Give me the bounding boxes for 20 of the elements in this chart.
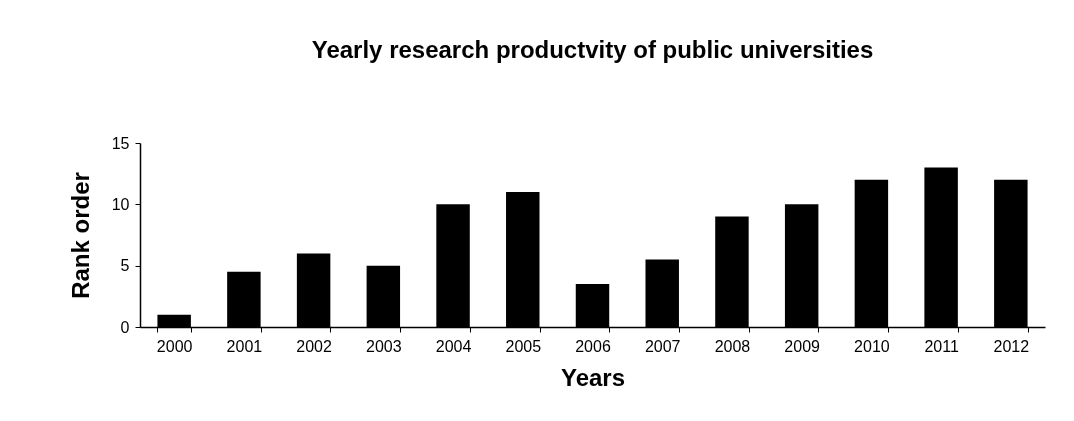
chart-title: Yearly research productvity of public universities <box>311 36 874 63</box>
x-tick-label: 2010 <box>854 337 890 355</box>
x-tick-label: 2009 <box>784 337 821 355</box>
y-axis-title: Rank order <box>66 172 94 299</box>
x-tick-label: 2001 <box>226 337 263 355</box>
x-tick-label: 2006 <box>575 337 611 355</box>
y-tick-label: 10 <box>111 195 130 213</box>
x-tick-label: 2002 <box>296 337 333 355</box>
y-tick-label: 15 <box>111 134 130 152</box>
x-tick-label: 2007 <box>644 337 681 355</box>
y-tick-label: 0 <box>120 318 130 336</box>
x-tick-label: 2003 <box>366 337 402 355</box>
x-axis-title: Years <box>560 363 626 391</box>
x-tick-label: 2000 <box>156 337 193 355</box>
x-tick-label: 2008 <box>714 337 751 355</box>
x-tick-label: 2012 <box>993 337 1030 355</box>
x-tick-label: 2004 <box>435 337 472 355</box>
y-tick-label: 5 <box>120 257 130 275</box>
x-tick-label: 2011 <box>924 337 959 355</box>
x-tick-label: 2005 <box>505 337 542 355</box>
